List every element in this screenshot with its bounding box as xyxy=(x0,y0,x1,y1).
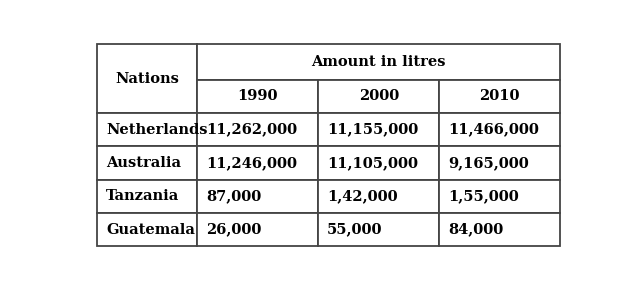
Text: 9,165,000: 9,165,000 xyxy=(448,156,529,170)
Bar xyxy=(318,213,439,246)
Text: 11,155,000: 11,155,000 xyxy=(327,123,419,137)
Bar xyxy=(97,113,197,146)
Bar xyxy=(197,213,318,246)
Bar xyxy=(439,146,560,180)
Text: 1,42,000: 1,42,000 xyxy=(327,189,397,203)
Bar xyxy=(197,180,318,213)
Text: 2000: 2000 xyxy=(358,89,399,103)
Text: Netherlands: Netherlands xyxy=(106,123,208,137)
Bar xyxy=(318,80,439,113)
Bar xyxy=(318,113,439,146)
Bar xyxy=(439,180,560,213)
Bar xyxy=(197,146,318,180)
Text: 84,000: 84,000 xyxy=(448,222,504,236)
Bar xyxy=(439,113,560,146)
Bar xyxy=(439,80,560,113)
Text: Australia: Australia xyxy=(106,156,181,170)
Text: 11,262,000: 11,262,000 xyxy=(206,123,297,137)
Text: Nations: Nations xyxy=(115,72,179,86)
Text: 87,000: 87,000 xyxy=(206,189,261,203)
Bar xyxy=(318,146,439,180)
Bar xyxy=(197,44,560,80)
Bar xyxy=(197,113,318,146)
Bar xyxy=(97,44,197,113)
Bar xyxy=(318,180,439,213)
Text: Amount in litres: Amount in litres xyxy=(311,55,445,69)
Text: 11,246,000: 11,246,000 xyxy=(206,156,297,170)
Bar xyxy=(97,180,197,213)
Text: Guatemala: Guatemala xyxy=(106,222,195,236)
Text: 55,000: 55,000 xyxy=(327,222,383,236)
Text: 26,000: 26,000 xyxy=(206,222,261,236)
Text: 11,105,000: 11,105,000 xyxy=(327,156,418,170)
Bar xyxy=(97,146,197,180)
Bar xyxy=(439,213,560,246)
Text: 1,55,000: 1,55,000 xyxy=(448,189,519,203)
Text: Tanzania: Tanzania xyxy=(106,189,180,203)
Text: 1990: 1990 xyxy=(237,89,278,103)
Text: 11,466,000: 11,466,000 xyxy=(448,123,539,137)
Bar xyxy=(97,213,197,246)
Bar xyxy=(197,80,318,113)
Text: 2010: 2010 xyxy=(479,89,520,103)
